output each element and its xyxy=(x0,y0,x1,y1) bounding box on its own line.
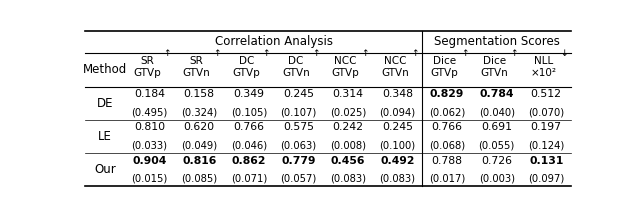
Text: Segmentation Scores: Segmentation Scores xyxy=(434,35,559,48)
Text: (0.097): (0.097) xyxy=(528,174,564,184)
Text: (0.057): (0.057) xyxy=(280,174,316,184)
Text: SR: SR xyxy=(190,55,204,66)
Text: (0.094): (0.094) xyxy=(380,108,415,117)
Text: 0.816: 0.816 xyxy=(182,156,216,166)
Text: 0.131: 0.131 xyxy=(529,156,563,166)
Text: (0.100): (0.100) xyxy=(380,141,415,151)
Text: (0.033): (0.033) xyxy=(132,141,168,151)
Text: ↑: ↑ xyxy=(411,49,419,58)
Text: 0.829: 0.829 xyxy=(430,89,464,99)
Text: LE: LE xyxy=(98,130,112,143)
Text: (0.017): (0.017) xyxy=(429,174,465,184)
Text: ↑: ↑ xyxy=(212,49,220,58)
Text: GTVp: GTVp xyxy=(431,68,458,78)
Text: GTVn: GTVn xyxy=(381,68,409,78)
Text: (0.071): (0.071) xyxy=(230,174,267,184)
Text: ↓: ↓ xyxy=(560,49,567,58)
Text: Our: Our xyxy=(94,163,116,176)
Text: (0.105): (0.105) xyxy=(230,108,267,117)
Text: ↑: ↑ xyxy=(362,49,369,58)
Text: (0.063): (0.063) xyxy=(280,141,316,151)
Text: (0.015): (0.015) xyxy=(131,174,168,184)
Text: Dice: Dice xyxy=(483,55,506,66)
Text: NCC: NCC xyxy=(334,55,356,66)
Text: 0.766: 0.766 xyxy=(431,123,463,132)
Text: 0.512: 0.512 xyxy=(531,89,562,99)
Text: SR: SR xyxy=(140,55,154,66)
Text: GTVn: GTVn xyxy=(183,68,211,78)
Text: (0.124): (0.124) xyxy=(528,141,564,151)
Text: 0.245: 0.245 xyxy=(382,123,413,132)
Text: 0.784: 0.784 xyxy=(479,89,514,99)
Text: 0.197: 0.197 xyxy=(531,123,562,132)
Text: 0.691: 0.691 xyxy=(481,123,512,132)
Text: (0.049): (0.049) xyxy=(181,141,217,151)
Text: 0.158: 0.158 xyxy=(184,89,214,99)
Text: (0.495): (0.495) xyxy=(131,108,168,117)
Text: 0.456: 0.456 xyxy=(331,156,365,166)
Text: 0.766: 0.766 xyxy=(233,123,264,132)
Text: ↑: ↑ xyxy=(312,49,319,58)
Text: 0.575: 0.575 xyxy=(283,123,314,132)
Text: DC: DC xyxy=(288,55,303,66)
Text: GTVp: GTVp xyxy=(133,68,161,78)
Text: GTVp: GTVp xyxy=(332,68,359,78)
Text: ↑: ↑ xyxy=(163,49,171,58)
Text: 0.314: 0.314 xyxy=(332,89,364,99)
Text: ↑: ↑ xyxy=(262,49,270,58)
Text: (0.025): (0.025) xyxy=(330,108,366,117)
Text: (0.062): (0.062) xyxy=(429,108,465,117)
Text: DC: DC xyxy=(239,55,254,66)
Text: 0.349: 0.349 xyxy=(233,89,264,99)
Text: (0.008): (0.008) xyxy=(330,141,366,151)
Text: (0.055): (0.055) xyxy=(479,141,515,151)
Text: Dice: Dice xyxy=(433,55,456,66)
Text: (0.070): (0.070) xyxy=(528,108,564,117)
Text: 0.788: 0.788 xyxy=(431,156,463,166)
Text: 0.184: 0.184 xyxy=(134,89,165,99)
Text: 0.620: 0.620 xyxy=(184,123,215,132)
Text: 0.492: 0.492 xyxy=(380,156,415,166)
Text: 0.904: 0.904 xyxy=(132,156,167,166)
Text: (0.107): (0.107) xyxy=(280,108,316,117)
Text: Correlation Analysis: Correlation Analysis xyxy=(214,35,333,48)
Text: GTVp: GTVp xyxy=(232,68,260,78)
Text: 0.779: 0.779 xyxy=(281,156,316,166)
Text: 0.726: 0.726 xyxy=(481,156,512,166)
Text: (0.068): (0.068) xyxy=(429,141,465,151)
Text: ×10²: ×10² xyxy=(531,68,557,78)
Text: 0.245: 0.245 xyxy=(283,89,314,99)
Text: 0.810: 0.810 xyxy=(134,123,165,132)
Text: (0.083): (0.083) xyxy=(330,174,366,184)
Text: ↑: ↑ xyxy=(510,49,518,58)
Text: GTVn: GTVn xyxy=(480,68,508,78)
Text: 0.348: 0.348 xyxy=(382,89,413,99)
Text: (0.083): (0.083) xyxy=(380,174,415,184)
Text: DE: DE xyxy=(97,97,113,110)
Text: 0.862: 0.862 xyxy=(232,156,266,166)
Text: NLL: NLL xyxy=(534,55,554,66)
Text: 0.242: 0.242 xyxy=(332,123,364,132)
Text: (0.040): (0.040) xyxy=(479,108,515,117)
Text: ↑: ↑ xyxy=(461,49,468,58)
Text: Method: Method xyxy=(83,63,127,76)
Text: GTVn: GTVn xyxy=(282,68,310,78)
Text: (0.085): (0.085) xyxy=(181,174,217,184)
Text: (0.324): (0.324) xyxy=(181,108,217,117)
Text: (0.003): (0.003) xyxy=(479,174,515,184)
Text: NCC: NCC xyxy=(384,55,406,66)
Text: (0.046): (0.046) xyxy=(230,141,267,151)
